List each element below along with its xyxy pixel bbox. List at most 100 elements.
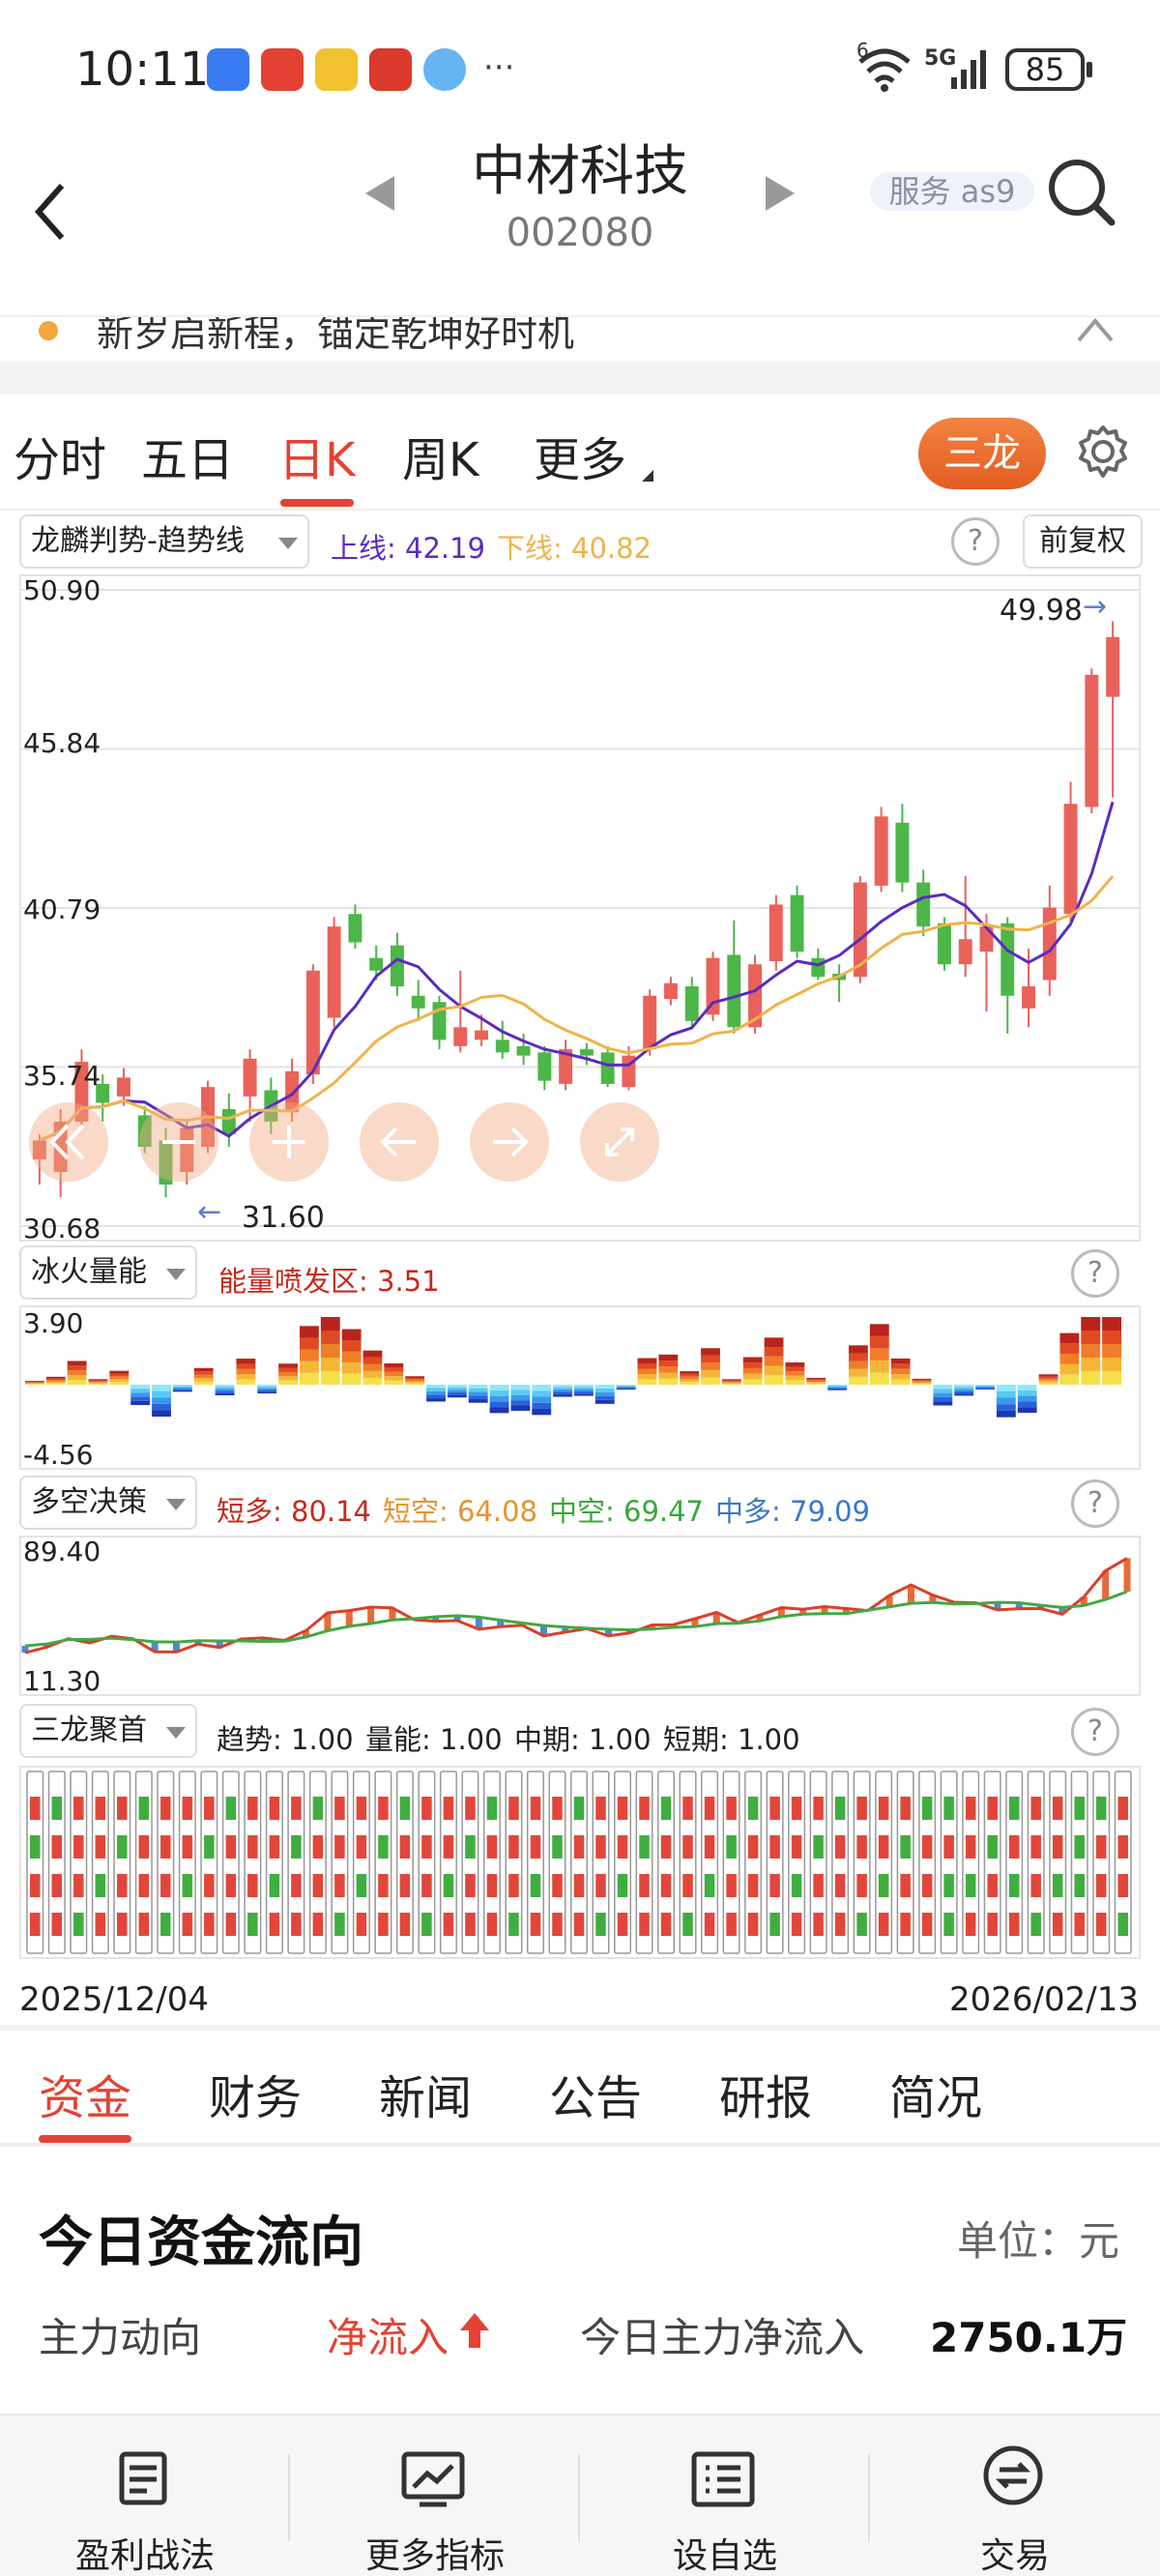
candle-body	[1063, 804, 1078, 915]
nav-more-indicators[interactable]: 更多指标	[290, 2415, 580, 2576]
volume-bar-segment	[869, 1348, 889, 1361]
sl-indicator-select[interactable]: 三龙聚首	[19, 1704, 197, 1758]
volume-bar-segment	[193, 1381, 214, 1385]
sl-column	[287, 1771, 305, 1954]
sl-block	[552, 1913, 563, 1936]
candle-body	[1085, 674, 1099, 807]
sl-block	[421, 1913, 432, 1936]
banner-dot	[39, 321, 58, 340]
fullscreen-button[interactable]	[580, 1102, 659, 1182]
sanlong-button[interactable]: 三龙	[918, 418, 1046, 489]
sl-block	[30, 1835, 41, 1859]
sl-block	[813, 1835, 824, 1859]
volume-bar-segment	[764, 1356, 784, 1366]
volume-bar-segment	[933, 1389, 953, 1393]
candle-body	[874, 816, 888, 886]
sl-chart	[26, 1771, 1132, 1954]
volume-bar-segment	[975, 1387, 995, 1389]
sl-help-icon[interactable]: ?	[1071, 1708, 1119, 1756]
tab-finance[interactable]: 财务	[209, 2071, 303, 2125]
main-indicator-select[interactable]: 龙麟判势-趋势线	[19, 514, 309, 569]
volume-bar-segment	[300, 1349, 319, 1361]
volume-bar-segment	[1102, 1344, 1121, 1358]
tab-five-day[interactable]: 五日	[141, 433, 235, 487]
nav-trade[interactable]: 交易	[870, 2415, 1160, 2576]
volume-bar-segment	[426, 1390, 446, 1395]
scroll-right-button[interactable]	[470, 1102, 549, 1182]
volume-bar-segment	[236, 1363, 256, 1369]
sl-block	[138, 1913, 150, 1936]
tab-intraday[interactable]: 分时	[14, 433, 107, 487]
sl-block	[682, 1913, 693, 1936]
volume-bar-segment	[152, 1410, 171, 1417]
candlestick-panel[interactable]	[19, 574, 1141, 1242]
adjust-button[interactable]: 前复权	[1023, 514, 1143, 569]
service-badge[interactable]: 服务 as9	[870, 172, 1034, 211]
candle-body	[1000, 922, 1015, 996]
volume-bar-segment	[257, 1385, 277, 1387]
sl-block	[943, 1913, 954, 1936]
tab-announcement[interactable]: 公告	[549, 2071, 643, 2125]
volume-bar-segment	[489, 1407, 509, 1414]
volume-bar-segment	[468, 1391, 488, 1396]
prev-stock-icon[interactable]	[360, 172, 400, 215]
volume-indicator-name: 冰火量能	[31, 1255, 147, 1289]
sl-block	[965, 1874, 976, 1897]
sl-block	[900, 1835, 911, 1859]
promo-banner[interactable]: 新岁启新程，锚定乾坤好时机	[0, 315, 1160, 362]
dk-help-icon[interactable]: ?	[1071, 1479, 1119, 1528]
tab-profile[interactable]: 简况	[889, 2071, 983, 2125]
tab-daily-k[interactable]: 日K	[278, 433, 356, 487]
volume-bar-segment	[1059, 1363, 1080, 1375]
sl-block	[943, 1835, 954, 1859]
back-icon[interactable]	[29, 178, 72, 246]
bottom-tab-underline	[39, 2135, 131, 2143]
sl-block	[573, 1835, 585, 1859]
volume-chart	[25, 1317, 1121, 1418]
tab-news[interactable]: 新闻	[379, 2071, 473, 2125]
sl-column	[1092, 1771, 1111, 1954]
nav-strategy[interactable]: 盈利战法	[0, 2415, 290, 2576]
sl-block	[704, 1913, 715, 1936]
sl-block	[747, 1797, 759, 1820]
volume-help-icon[interactable]: ?	[1071, 1249, 1119, 1298]
volume-bar-segment	[637, 1362, 657, 1369]
volume-bar-segment	[849, 1361, 868, 1369]
volume-bar-segment	[532, 1409, 552, 1416]
volume-bar-segment	[172, 1385, 192, 1387]
volume-bar-segment	[869, 1324, 889, 1336]
sl-block	[508, 1874, 519, 1897]
tab-weekly-k[interactable]: 周K	[402, 433, 479, 487]
zoom-out-button[interactable]	[139, 1102, 218, 1182]
search-icon[interactable]	[1046, 157, 1117, 230]
dk-indicator-select[interactable]: 多空决策	[19, 1476, 197, 1530]
sl-block	[813, 1874, 824, 1897]
volume-bar-segment	[384, 1380, 404, 1385]
zoom-in-button[interactable]	[249, 1102, 329, 1182]
tab-capital[interactable]: 资金	[39, 2071, 132, 2125]
volume-bar-segment	[616, 1387, 636, 1389]
ma-fast-line	[39, 801, 1115, 1142]
today-inflow-value: 2750.1万	[930, 2314, 1128, 2361]
dk-mid-line	[24, 1590, 1128, 1648]
scroll-start-button[interactable]	[29, 1102, 108, 1182]
sl-column	[157, 1771, 175, 1954]
volume-indicator-select[interactable]: 冰火量能	[19, 1245, 197, 1300]
volume-bar-segment	[193, 1378, 214, 1382]
sl-block	[1074, 1797, 1085, 1820]
low-price-label: 31.60	[242, 1201, 325, 1235]
nav-watchlist[interactable]: 设自选	[580, 2415, 870, 2576]
scroll-left-button[interactable]	[360, 1102, 439, 1182]
sl-block	[595, 1913, 606, 1936]
next-stock-icon[interactable]	[760, 172, 800, 215]
close-icon[interactable]	[1073, 317, 1117, 344]
settings-icon[interactable]	[1075, 424, 1131, 480]
sl-column	[766, 1771, 784, 1954]
sl-block	[660, 1835, 672, 1859]
tab-more[interactable]: 更多	[534, 433, 627, 487]
sl-block	[312, 1835, 324, 1859]
sl-block	[1008, 1797, 1020, 1820]
main-help-icon[interactable]: ?	[951, 517, 1000, 566]
tab-research[interactable]: 研报	[719, 2071, 813, 2125]
volume-bar-segment	[764, 1337, 784, 1348]
